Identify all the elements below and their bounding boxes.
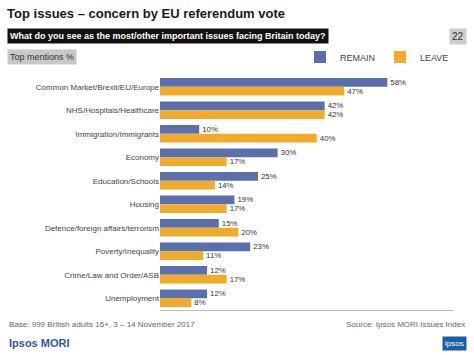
svg-text:12%: 12% [210, 289, 226, 298]
svg-text:Housing: Housing [130, 200, 159, 209]
svg-text:58%: 58% [390, 78, 406, 87]
svg-text:Crime/Law and Order/ASB: Crime/Law and Order/ASB [64, 271, 159, 280]
svg-text:LEAVE: LEAVE [420, 53, 448, 63]
svg-text:17%: 17% [230, 204, 246, 213]
svg-text:17%: 17% [230, 157, 246, 166]
svg-text:42%: 42% [328, 110, 344, 119]
svg-text:What do you see as the most/ot: What do you see as the most/other import… [10, 31, 326, 41]
svg-text:Poverty/Inequality: Poverty/Inequality [95, 247, 159, 256]
svg-text:14%: 14% [218, 181, 234, 190]
svg-text:15%: 15% [222, 219, 238, 228]
svg-text:Education/Schools: Education/Schools [93, 177, 159, 186]
svg-text:Base: 999 British adults 16+,: Base: 999 British adults 16+, 3 – 14 Nov… [9, 320, 195, 329]
svg-text:Ipsos MORI: Ipsos MORI [9, 337, 70, 349]
svg-text:Economy: Economy [126, 153, 159, 162]
svg-text:Defence/foreign affairs/terror: Defence/foreign affairs/terrorism [45, 224, 159, 233]
svg-text:8%: 8% [194, 298, 205, 307]
svg-text:25%: 25% [261, 172, 277, 181]
svg-text:19%: 19% [237, 195, 253, 204]
svg-text:17%: 17% [230, 275, 246, 284]
svg-text:12%: 12% [210, 266, 226, 275]
svg-text:Common Market/Brexit/EU/Europe: Common Market/Brexit/EU/Europe [36, 83, 160, 92]
svg-text:Unemployment: Unemployment [105, 294, 160, 303]
svg-text:Top mentions %: Top mentions % [10, 52, 74, 62]
svg-text:10%: 10% [202, 125, 218, 134]
svg-text:ipsos: ipsos [445, 339, 464, 348]
svg-text:Source: Ipsos MORI Issues Inde: Source: Ipsos MORI Issues Index [346, 320, 465, 329]
svg-text:11%: 11% [206, 251, 221, 260]
svg-text:NHS/Hospitals/Healthcare: NHS/Hospitals/Healthcare [66, 106, 159, 115]
svg-text:47%: 47% [347, 87, 363, 96]
svg-text:30%: 30% [281, 148, 297, 157]
svg-text:22: 22 [452, 31, 464, 42]
svg-text:REMAIN: REMAIN [340, 53, 375, 63]
svg-text:20%: 20% [241, 228, 257, 237]
svg-text:42%: 42% [328, 101, 344, 110]
svg-text:Top issues – concern by EU ref: Top issues – concern by EU referendum vo… [7, 6, 285, 21]
svg-text:40%: 40% [320, 134, 336, 143]
svg-text:23%: 23% [253, 242, 269, 251]
svg-text:Immigration/Immigrants: Immigration/Immigrants [75, 130, 159, 139]
